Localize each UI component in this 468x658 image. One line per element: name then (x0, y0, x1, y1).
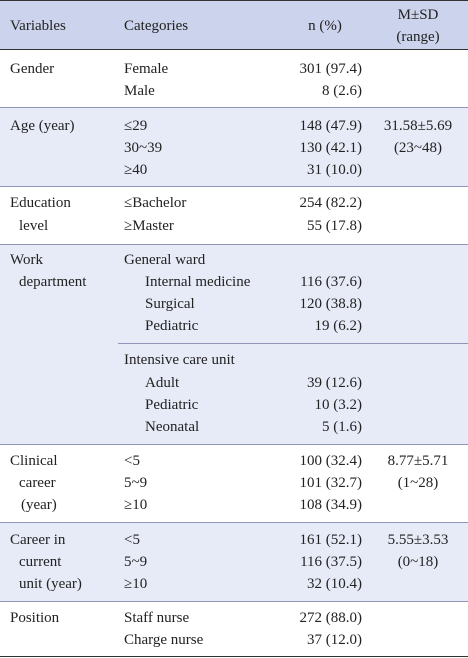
header-n-percent: n (%) (308, 18, 342, 34)
variable-age: Age (year) (10, 118, 75, 134)
row-divider (0, 522, 468, 523)
category-label: 5~9 (124, 475, 148, 491)
category-label: Pediatric (145, 318, 199, 334)
row-divider (0, 186, 468, 187)
variable-work-department-cont: department (19, 274, 87, 290)
category-label: ≥10 (124, 576, 148, 592)
category-label: Female (124, 61, 169, 77)
row-divider (0, 107, 468, 108)
variable-work-department: Work (10, 252, 43, 268)
category-label: Staff nurse (124, 610, 190, 626)
header-variables: Variables (10, 18, 66, 34)
subgroup-divider (118, 343, 468, 344)
header-categories: Categories (124, 18, 189, 34)
count-percent: 31 (10.0) (307, 162, 362, 178)
variable-career-current-unit-cont: current (19, 554, 62, 570)
count-percent: 19 (6.2) (314, 318, 363, 334)
group-label-intensive-care-unit: Intensive care unit (124, 352, 235, 368)
count-percent: 100 (32.4) (299, 453, 363, 469)
mean-sd-value: 31.58±5.69 (383, 118, 453, 134)
variable-gender: Gender (10, 61, 55, 77)
count-percent: 254 (82.2) (299, 195, 363, 211)
group-label-general-ward: General ward (124, 252, 206, 268)
variable-career-current-unit-unit: unit (year) (19, 576, 82, 592)
row-divider (0, 244, 468, 245)
variable-clinical-career-unit: (year) (21, 497, 57, 513)
row-band-work-department (0, 244, 468, 444)
range-value: (23~48) (393, 140, 443, 156)
category-label: ≤29 (124, 118, 148, 134)
category-label: Charge nurse (124, 632, 204, 648)
category-label: Pediatric (145, 397, 199, 413)
count-percent: 39 (12.6) (307, 375, 362, 391)
count-percent: 108 (34.9) (299, 497, 363, 513)
variable-clinical-career: Clinical (10, 453, 58, 469)
count-percent: 10 (3.2) (314, 397, 363, 413)
count-percent: 5 (1.6) (322, 419, 362, 435)
header-mean-sd: M±SD (397, 7, 439, 23)
row-band-age (0, 107, 468, 186)
range-value: (0~18) (397, 554, 439, 570)
category-label: Male (124, 83, 155, 99)
count-percent: 116 (37.5) (300, 554, 362, 570)
category-label: ≥10 (124, 497, 148, 513)
row-band-career-current-unit (0, 522, 468, 601)
table-bottom-rule (0, 656, 468, 657)
range-value: (1~28) (397, 475, 439, 491)
variable-education: Education (10, 195, 71, 211)
count-percent: 32 (10.4) (307, 576, 362, 592)
count-percent: 120 (38.8) (299, 296, 363, 312)
variable-position: Position (10, 610, 60, 626)
count-percent: 116 (37.6) (300, 274, 362, 290)
row-divider (0, 601, 468, 602)
category-label: Adult (145, 375, 180, 391)
count-percent: 148 (47.9) (299, 118, 363, 134)
row-divider (0, 444, 468, 445)
table-header-row (0, 0, 468, 50)
category-label: 30~39 (124, 140, 163, 156)
header-range: (range) (396, 29, 440, 45)
count-percent: 37 (12.0) (307, 632, 362, 648)
variable-clinical-career-cont: career (19, 475, 56, 491)
category-label: <5 (124, 532, 140, 548)
category-label: ≤Bachelor (124, 195, 187, 211)
category-label: Neonatal (145, 419, 200, 435)
count-percent: 161 (52.1) (299, 532, 363, 548)
category-label: 5~9 (124, 554, 148, 570)
category-label: <5 (124, 453, 140, 469)
count-percent: 301 (97.4) (299, 61, 363, 77)
mean-sd-value: 5.55±3.53 (387, 532, 449, 548)
count-percent: 55 (17.8) (307, 218, 362, 234)
category-label: Surgical (145, 296, 195, 312)
variable-career-current-unit: Career in (10, 532, 66, 548)
count-percent: 272 (88.0) (299, 610, 363, 626)
count-percent: 8 (2.6) (322, 83, 362, 99)
mean-sd-value: 8.77±5.71 (387, 453, 449, 469)
category-label: ≥40 (124, 162, 148, 178)
category-label: Internal medicine (145, 274, 251, 290)
variable-education-cont: level (19, 218, 49, 234)
count-percent: 130 (42.1) (299, 140, 363, 156)
category-label: ≥Master (124, 218, 174, 234)
count-percent: 101 (32.7) (299, 475, 363, 491)
